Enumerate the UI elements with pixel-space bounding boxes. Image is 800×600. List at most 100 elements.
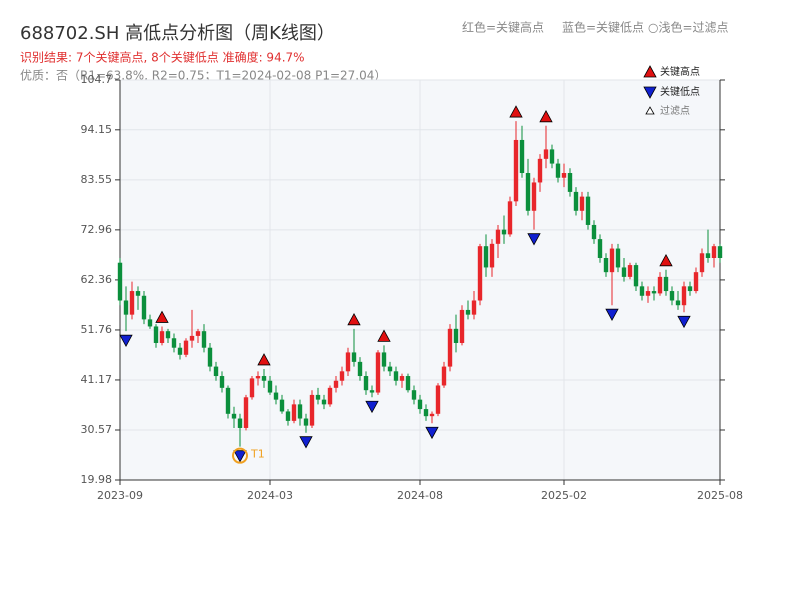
candle-body [675, 300, 681, 306]
key-low-marker [425, 426, 439, 440]
candle-body [519, 139, 525, 174]
candle-body [549, 149, 555, 164]
candle-body [633, 265, 639, 287]
candle-body [303, 418, 309, 426]
header-legend: 红色=关键高点 [462, 20, 544, 35]
candle-body [525, 173, 531, 211]
key-high-marker [377, 329, 391, 342]
header-legend: ○浅色=过滤点 [648, 21, 729, 35]
candle-body [699, 253, 705, 273]
candle-body [147, 319, 153, 327]
candle-body [447, 328, 453, 367]
key-high-marker [155, 310, 169, 323]
legend-marker [643, 86, 657, 99]
legend-marker [645, 106, 655, 115]
key-high-marker [539, 109, 553, 123]
candle-body [681, 286, 687, 306]
candle-body [663, 276, 669, 292]
candle-body [189, 335, 195, 341]
x-tick-label: 2024-03 [247, 489, 293, 502]
chart-title: 688702.SH 高低点分析图（周K线图） [20, 23, 335, 44]
candle-body [267, 380, 273, 393]
candle-body [639, 286, 645, 296]
candle-body [645, 291, 651, 296]
candle-body [255, 376, 261, 379]
candle-body [609, 248, 615, 273]
candle-body [621, 267, 627, 277]
candle-body [411, 390, 417, 400]
annotation-ring [232, 447, 248, 464]
candle-body [441, 366, 447, 386]
y-tick-label: 62.36 [81, 273, 113, 286]
candle-body [561, 173, 567, 178]
key-low-marker [365, 400, 379, 414]
candle-body [459, 309, 465, 343]
candle-body [363, 376, 369, 391]
candle-body [297, 404, 303, 419]
legend-label: 过滤点 [660, 104, 690, 117]
y-tick-label: 94.15 [81, 123, 113, 136]
candle-body [207, 347, 213, 367]
candle-body [717, 246, 723, 258]
candle-body [249, 378, 255, 398]
candle-body [165, 331, 171, 339]
candle-body [213, 366, 219, 377]
x-tick-label: 2025-02 [541, 489, 587, 502]
candle-body [711, 246, 717, 258]
candle-body [345, 352, 351, 372]
candle-body [501, 229, 507, 235]
candle-body [237, 418, 243, 428]
y-tick-label: 19.98 [81, 473, 113, 486]
candle-body [555, 163, 561, 178]
candle-body [273, 392, 279, 400]
candle-body [327, 387, 333, 405]
candle-body [381, 352, 387, 367]
candle-body [375, 352, 381, 393]
candle-body [531, 182, 537, 211]
candle-body [351, 352, 357, 362]
candle-body [477, 246, 483, 301]
note: 优质：否（R1=63.8%, R2=0.75；T1=2024-02-08 P1=… [20, 69, 386, 83]
key-high-marker [509, 105, 523, 118]
key-low-marker [233, 450, 247, 463]
candle-body [315, 394, 321, 400]
candle-body [603, 257, 609, 273]
candle-body [417, 399, 423, 410]
candle-body [579, 196, 585, 211]
candle-body [495, 229, 501, 244]
candle-body [543, 149, 549, 159]
candle-body [591, 224, 597, 240]
candle-body [357, 361, 363, 377]
candle-body [225, 387, 231, 414]
y-tick-label: 30.57 [81, 423, 113, 436]
candle-body [573, 191, 579, 211]
candle-body [195, 331, 201, 336]
legend-label: 关键低点 [660, 85, 700, 98]
key-low-marker [677, 315, 691, 329]
y-tick-label: 51.76 [81, 323, 113, 336]
candle-body [387, 366, 393, 372]
candle-body [453, 328, 459, 343]
candle-body [399, 376, 405, 381]
candle-body [693, 272, 699, 292]
candle-body [291, 404, 297, 421]
candle-body [261, 376, 267, 381]
candle-body [669, 291, 675, 301]
candle-body [309, 394, 315, 426]
candle-body [627, 265, 633, 277]
key-low-marker [527, 233, 541, 246]
subtitle: 识别结果: 7个关键高点, 8个关键低点 准确度: 94.7% [20, 50, 305, 65]
candle-body [567, 173, 573, 192]
y-tick-label: 72.96 [81, 223, 113, 236]
x-tick-label: 2024-08 [397, 489, 443, 502]
y-tick-label: 83.55 [81, 173, 113, 186]
legend-label: 关键高点 [660, 65, 700, 78]
candle-body [141, 295, 147, 320]
candle-body [201, 331, 207, 348]
candle-body [615, 248, 621, 268]
candle-body [231, 413, 237, 419]
candle-body [687, 286, 693, 292]
candle-body [321, 399, 327, 405]
candle-body [243, 397, 249, 428]
